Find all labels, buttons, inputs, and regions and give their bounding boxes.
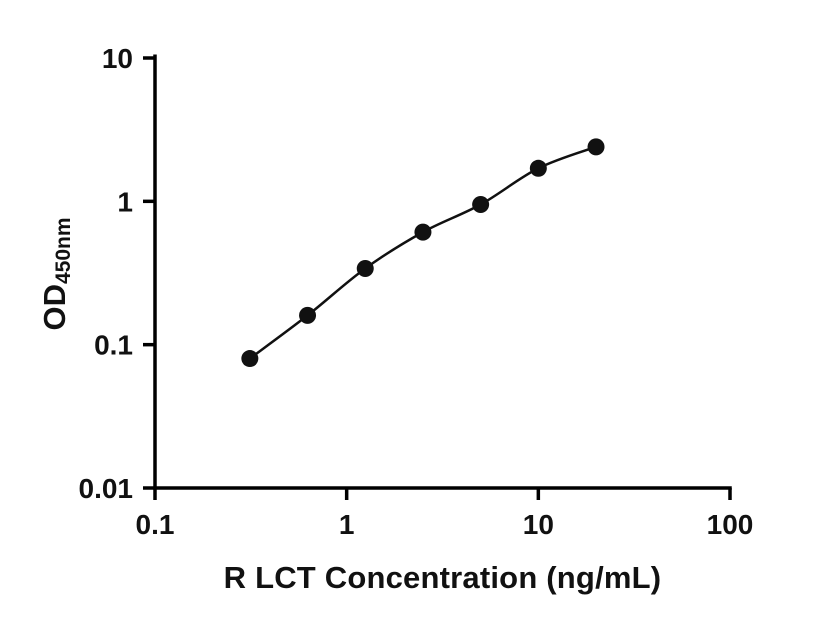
data-point (587, 138, 605, 156)
y-tick-label: 0.1 (94, 330, 133, 361)
x-tick-label: 1 (339, 509, 355, 540)
x-axis-title: R LCT Concentration (ng/mL) (223, 560, 662, 595)
y-axis-title-main: OD (37, 284, 72, 331)
x-tick-label: 100 (707, 509, 754, 540)
y-tick-label: 10 (102, 43, 133, 74)
x-tick-label: 10 (523, 509, 554, 540)
curve-line (249, 145, 597, 360)
data-point (241, 350, 259, 368)
x-tick-label: 0.1 (136, 509, 175, 540)
data-point (356, 259, 374, 277)
data-point (414, 223, 432, 241)
axis-lines (153, 54, 732, 490)
data-point (529, 159, 547, 177)
y-axis-title: OD450nm (33, 144, 77, 404)
data-point (472, 196, 490, 214)
y-axis-title-subscript: 450nm (52, 217, 75, 285)
y-tick-label: 1 (117, 186, 133, 217)
y-tick-label: 0.01 (79, 473, 134, 504)
data-point (299, 306, 317, 324)
